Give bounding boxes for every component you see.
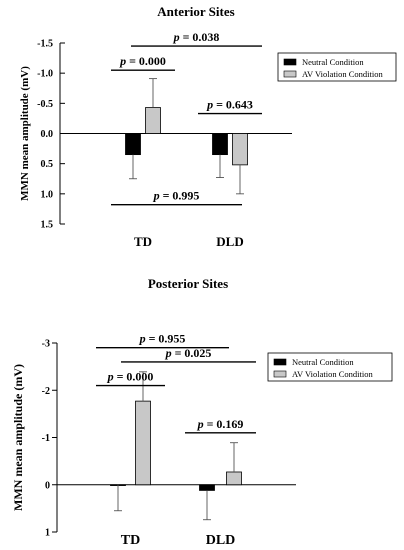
y-tick-label: -1.5 bbox=[37, 39, 53, 50]
legend-box bbox=[277, 52, 397, 82]
y-tick-label: 1.5 bbox=[41, 220, 54, 231]
bar bbox=[226, 471, 242, 486]
x-category-label: DLD bbox=[216, 234, 243, 249]
bar bbox=[232, 133, 248, 166]
legend-swatch bbox=[283, 70, 297, 78]
significance-label: p = 0.000 bbox=[119, 54, 166, 68]
x-category-label: TD bbox=[134, 234, 152, 249]
x-category-label: DLD bbox=[206, 533, 236, 548]
legend-swatch bbox=[273, 358, 287, 366]
bar bbox=[212, 133, 228, 156]
legend-swatch bbox=[283, 58, 297, 66]
legend-label: Neutral Condition bbox=[292, 357, 354, 367]
y-tick-label: 1.0 bbox=[41, 189, 54, 200]
y-axis-label: MMN mean amplitude (mV) bbox=[11, 364, 25, 511]
legend-box bbox=[267, 352, 393, 382]
bar bbox=[145, 107, 161, 134]
significance-label: p = 0.169 bbox=[197, 417, 244, 431]
legend-label: Neutral Condition bbox=[302, 57, 364, 67]
bar bbox=[125, 133, 141, 156]
anterior-chart: Anterior Sites -1.5 -1.0 -0.5 0.0 0.5 1.0 1.5 MM… bbox=[19, 4, 397, 249]
significance-label: p = 0.000 bbox=[107, 370, 154, 384]
legend: Neutral Condition AV Violation Condition bbox=[267, 352, 393, 382]
y-tick-label: 0.5 bbox=[41, 159, 54, 170]
bar bbox=[199, 484, 215, 491]
legend-label: AV Violation Condition bbox=[292, 369, 373, 379]
legend-label: AV Violation Condition bbox=[302, 69, 383, 79]
y-tick-label: -2 bbox=[42, 386, 50, 397]
y-tick-label: -1 bbox=[42, 433, 50, 444]
posterior-chart: Posterior Sites -3 -2 -1 0 1 MMN mean amplitud… bbox=[11, 276, 393, 548]
y-tick-label: -0.5 bbox=[37, 99, 53, 110]
legend-swatch bbox=[273, 370, 287, 378]
significance-label: p = 0.995 bbox=[153, 189, 200, 203]
significance-label: p = 0.038 bbox=[173, 30, 220, 44]
y-tick-label: 0 bbox=[45, 480, 50, 491]
y-tick-label: -3 bbox=[42, 339, 50, 350]
y-tick-label: 0.0 bbox=[41, 129, 54, 140]
y-tick-label: 1 bbox=[45, 528, 50, 539]
chart-title: Anterior Sites bbox=[157, 4, 234, 19]
significance-label: p = 0.955 bbox=[139, 332, 186, 346]
bar bbox=[135, 400, 151, 486]
y-tick-label: -1.0 bbox=[37, 69, 53, 80]
y-axis-label: MMN mean amplitude (mV) bbox=[19, 66, 31, 201]
legend: Neutral Condition AV Violation Condition bbox=[277, 52, 397, 82]
chart-title: Posterior Sites bbox=[148, 276, 228, 291]
significance-label: p = 0.025 bbox=[165, 346, 212, 360]
significance-label: p = 0.643 bbox=[206, 98, 253, 112]
x-category-label: TD bbox=[121, 533, 140, 548]
